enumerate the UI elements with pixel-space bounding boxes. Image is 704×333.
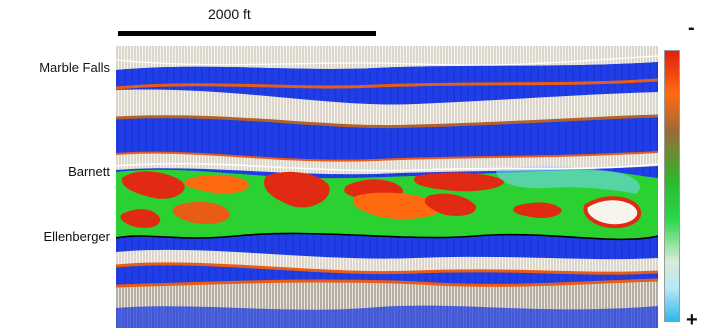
seismic-section xyxy=(116,46,658,328)
reflector-band-3 xyxy=(116,89,658,127)
reflector-edge-5 xyxy=(116,278,658,288)
reflector-edge-1 xyxy=(116,78,658,90)
reflector-edge-3 xyxy=(116,151,658,162)
reflector-band-2 xyxy=(116,62,658,88)
scale-bar xyxy=(118,31,376,36)
hotspot-2 xyxy=(184,174,249,194)
white-horizon-1 xyxy=(116,55,658,66)
colorbar-positive-sign: + xyxy=(686,309,698,331)
horizon-label-marble-falls: Marble Falls xyxy=(39,60,110,75)
reflector-edge-2 xyxy=(116,114,658,129)
reflector-edge-4 xyxy=(116,262,658,275)
hotspot-6 xyxy=(353,192,442,220)
amplitude-colorbar xyxy=(664,50,680,322)
hotspot-10 xyxy=(172,201,230,224)
reflector-band-7 xyxy=(116,305,658,328)
hotspot-8 xyxy=(513,202,562,218)
horizon-label-barnett: Barnett xyxy=(68,164,110,179)
hotspot-ring xyxy=(583,196,642,229)
cyan-patch xyxy=(496,166,640,194)
hotspot-3 xyxy=(264,171,330,208)
hotspot-7 xyxy=(424,193,477,216)
ellenberger-horizon-line xyxy=(116,232,658,241)
colorbar-negative-sign: - xyxy=(688,17,695,39)
scale-label: 2000 ft xyxy=(208,6,251,22)
horizon-label-ellenberger: Ellenberger xyxy=(43,229,111,244)
hotspot-9 xyxy=(120,209,161,228)
hotspot-5 xyxy=(414,172,505,192)
hotspot-1 xyxy=(121,171,185,199)
reflector-band-5 xyxy=(116,249,658,274)
white-horizon-2 xyxy=(116,162,658,172)
